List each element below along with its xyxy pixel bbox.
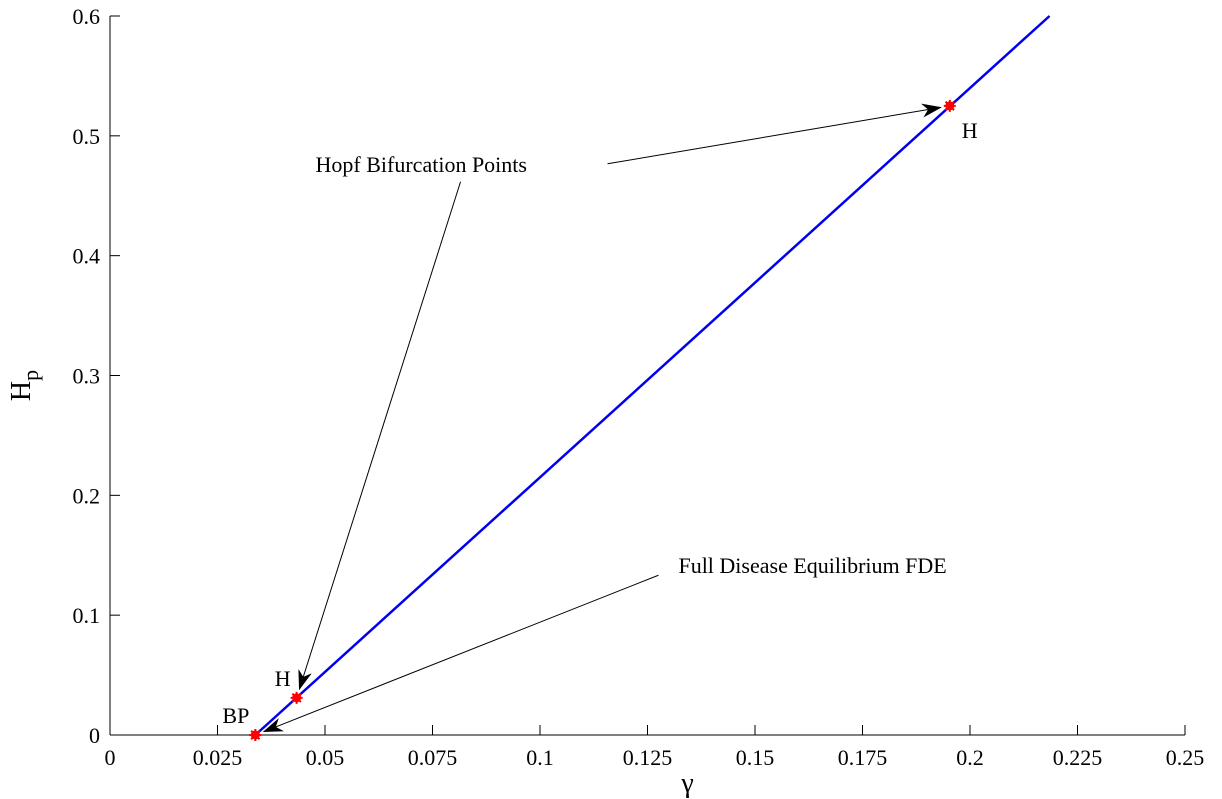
point-label: H (962, 118, 978, 143)
svg-text:Hp: Hp (6, 370, 43, 401)
point-star-stroke (291, 692, 302, 703)
y-tick-label: 0.1 (73, 603, 101, 628)
annotation-arrow (607, 103, 942, 165)
x-tick-label: 0.125 (623, 745, 673, 770)
x-tick-label: 0.025 (193, 745, 243, 770)
series-layer (254, 15, 1051, 736)
x-tick-label: 0 (105, 745, 116, 770)
x-tick-label: 0.225 (1053, 745, 1103, 770)
y-tick-label: 0.2 (73, 483, 101, 508)
bifurcation-point-marker (249, 729, 262, 741)
point-star-stroke (944, 100, 955, 111)
hopf-annotation-label: Hopf Bifurcation Points (316, 152, 527, 177)
point-label: H (275, 666, 291, 691)
axes: 0 0.025 0.05 0.075 0.1 0.125 0.15 0.175 0.2 0.225… (73, 4, 1205, 770)
x-tick-label: 0.15 (736, 745, 775, 770)
points-layer: BP H H (222, 99, 978, 741)
x-tick-label: 0.175 (838, 745, 888, 770)
x-tick-label: 0.075 (408, 745, 458, 770)
y-tick-label: 0.4 (73, 244, 101, 269)
y-tick-label: 0.5 (73, 124, 101, 149)
x-tick-label: 0.2 (956, 745, 984, 770)
bifurcation-point-marker (290, 691, 303, 704)
annotation-arrow (298, 181, 462, 691)
series-line (254, 15, 1051, 736)
y-axis-label-sub: p (18, 370, 43, 381)
annotation-arrow (262, 574, 659, 733)
bifurcation-point-marker (943, 99, 956, 112)
y-axis-label: Hp (6, 370, 43, 401)
x-axis-label: γ (680, 768, 693, 799)
point-star-stroke (250, 730, 261, 740)
x-tick-label: 0.1 (526, 745, 554, 770)
annotation-layer: Hopf Bifurcation Points Full Disease Equi… (262, 103, 947, 733)
x-tick-label: 0.05 (306, 745, 345, 770)
y-tick-label: 0.6 (73, 4, 101, 29)
point-label: BP (222, 703, 249, 728)
y-tick-label: 0.3 (73, 364, 101, 389)
fde-annotation-label: Full Disease Equilibrium FDE (678, 553, 946, 578)
y-tick-label: 0 (89, 723, 100, 748)
x-tick-label: 0.25 (1166, 745, 1205, 770)
y-axis-label-main: H (6, 381, 37, 401)
